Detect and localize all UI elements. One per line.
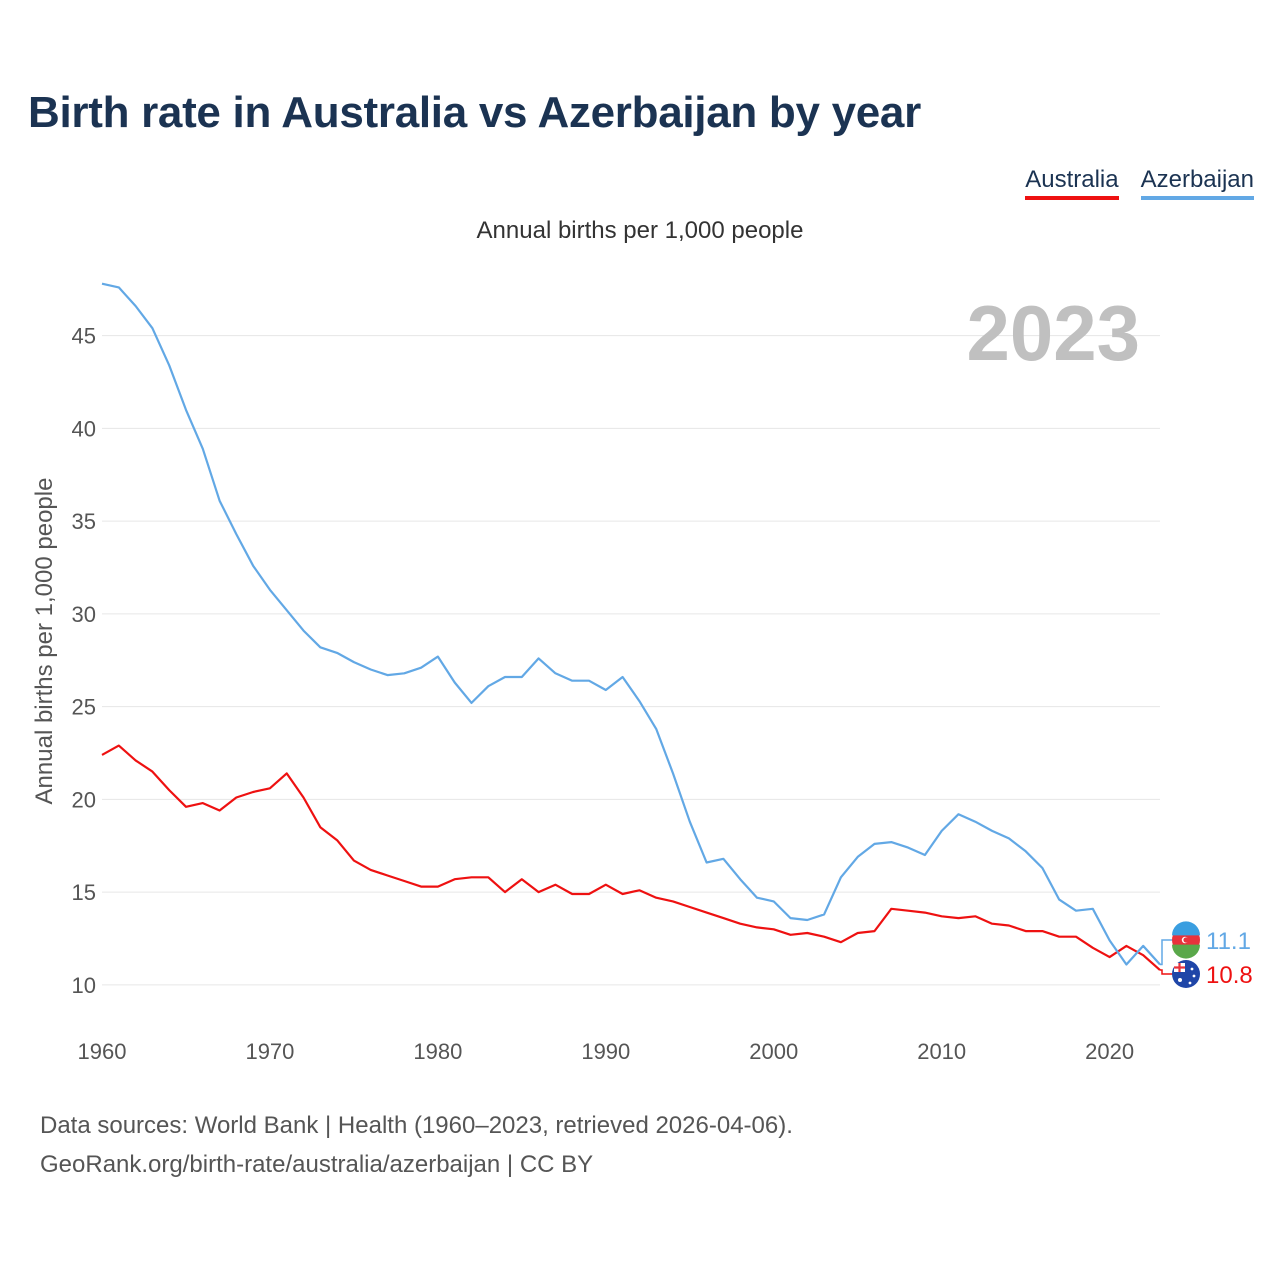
series-line-australia — [101, 744, 1161, 971]
flag-band-blue — [1172, 921, 1200, 936]
y-tick-label: 25 — [72, 695, 96, 720]
y-tick-label: 20 — [72, 787, 96, 812]
flag-star — [1190, 967, 1194, 971]
y-tick-label: 10 — [72, 973, 96, 998]
chart-title: Birth rate in Australia vs Azerbaijan by… — [28, 88, 921, 137]
x-tick-label: 2000 — [749, 1039, 798, 1064]
source-note: Data sources: World Bank | Health (1960–… — [40, 1106, 793, 1184]
x-tick-label: 1960 — [78, 1039, 127, 1064]
australia-flag-icon — [1172, 960, 1200, 988]
flag-star — [1192, 974, 1196, 978]
grid — [102, 335, 1160, 986]
end-value-label-australia: 10.8 — [1206, 962, 1253, 989]
source-line-1: Data sources: World Bank | Health (1960–… — [40, 1112, 793, 1139]
legend-item-azerbaijan[interactable]: Azerbaijan — [1140, 166, 1254, 200]
y-tick-label: 40 — [72, 416, 96, 441]
series-end-markers: 10.8 11.1 — [1160, 921, 1253, 989]
series-end-connector-australia — [1160, 969, 1174, 975]
series-lines — [101, 282, 1161, 971]
y-axis-label: Annual births per 1,000 people — [31, 478, 58, 805]
chart-subtitle: Annual births per 1,000 people — [476, 217, 804, 244]
legend-item-australia[interactable]: Australia — [1025, 166, 1119, 200]
flag-star — [1188, 981, 1192, 985]
year-label: 2023 — [966, 289, 1140, 377]
azerbaijan-flag-icon — [1172, 921, 1200, 959]
x-tick-label: 2010 — [917, 1039, 966, 1064]
flag-cross — [1174, 963, 1185, 972]
y-tick-label: 45 — [72, 324, 96, 349]
x-tick-label: 1990 — [581, 1039, 630, 1064]
series-end-connector-azerbaijan — [1160, 939, 1174, 966]
x-tick-label: 1970 — [245, 1039, 294, 1064]
x-tick-label: 1980 — [413, 1039, 462, 1064]
y-tick-label: 30 — [72, 602, 96, 627]
y-tick-label: 15 — [72, 880, 96, 905]
end-value-label-azerbaijan: 11.1 — [1206, 928, 1251, 955]
x-tick-label: 2020 — [1085, 1039, 1134, 1064]
legend: Australia Azerbaijan — [1025, 166, 1254, 200]
flag-band-green — [1172, 944, 1200, 959]
axis-ticks: 10 15 20 25 30 35 40 45 1960 1970 1980 1990 2000 2010… — [72, 324, 1135, 1064]
flag-star — [1178, 978, 1182, 982]
series-line-azerbaijan — [101, 282, 1161, 966]
y-tick-label: 35 — [72, 509, 96, 534]
source-line-2: GeoRank.org/birth-rate/australia/azerbai… — [40, 1151, 594, 1178]
flag-crescent-cut — [1183, 937, 1189, 943]
line-chart: 10 15 20 25 30 35 40 45 1960 1970 1980 1990 2000 2010… — [31, 282, 1253, 1064]
